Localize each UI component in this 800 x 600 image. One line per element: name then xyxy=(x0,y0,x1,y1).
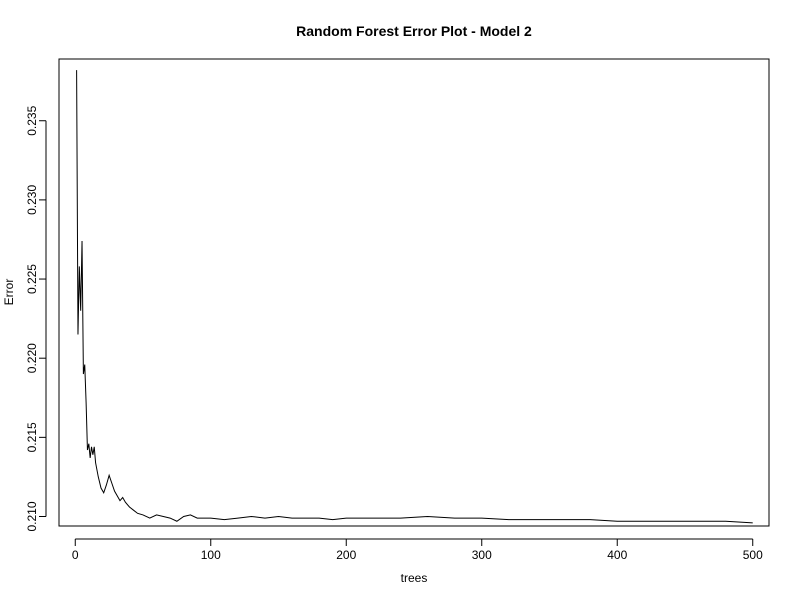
chart-title: Random Forest Error Plot - Model 2 xyxy=(296,23,532,39)
y-tick-label: 0.210 xyxy=(25,501,39,531)
error-series-line xyxy=(76,70,753,524)
y-axis-label: Error xyxy=(2,279,16,306)
y-axis: 0.210 0.215 0.220 0.225 0.230 0.235 xyxy=(25,105,47,532)
y-tick-label: 0.215 xyxy=(25,422,39,452)
plot-frame xyxy=(58,58,770,527)
x-tick-label: 300 xyxy=(472,548,492,562)
y-tick-label: 0.235 xyxy=(25,105,39,135)
x-tick-label: 200 xyxy=(336,548,356,562)
y-tick-label: 0.220 xyxy=(25,343,39,373)
x-axis-label: trees xyxy=(401,571,428,585)
y-tick-label: 0.225 xyxy=(25,264,39,294)
x-tick-label: 0 xyxy=(72,548,79,562)
series-layer xyxy=(76,70,753,524)
x-tick-label: 500 xyxy=(743,548,763,562)
x-tick-label: 400 xyxy=(607,548,627,562)
x-tick-label: 100 xyxy=(201,548,221,562)
y-tick-label: 0.230 xyxy=(25,185,39,215)
x-axis: 0 100 200 300 400 500 xyxy=(72,538,763,562)
